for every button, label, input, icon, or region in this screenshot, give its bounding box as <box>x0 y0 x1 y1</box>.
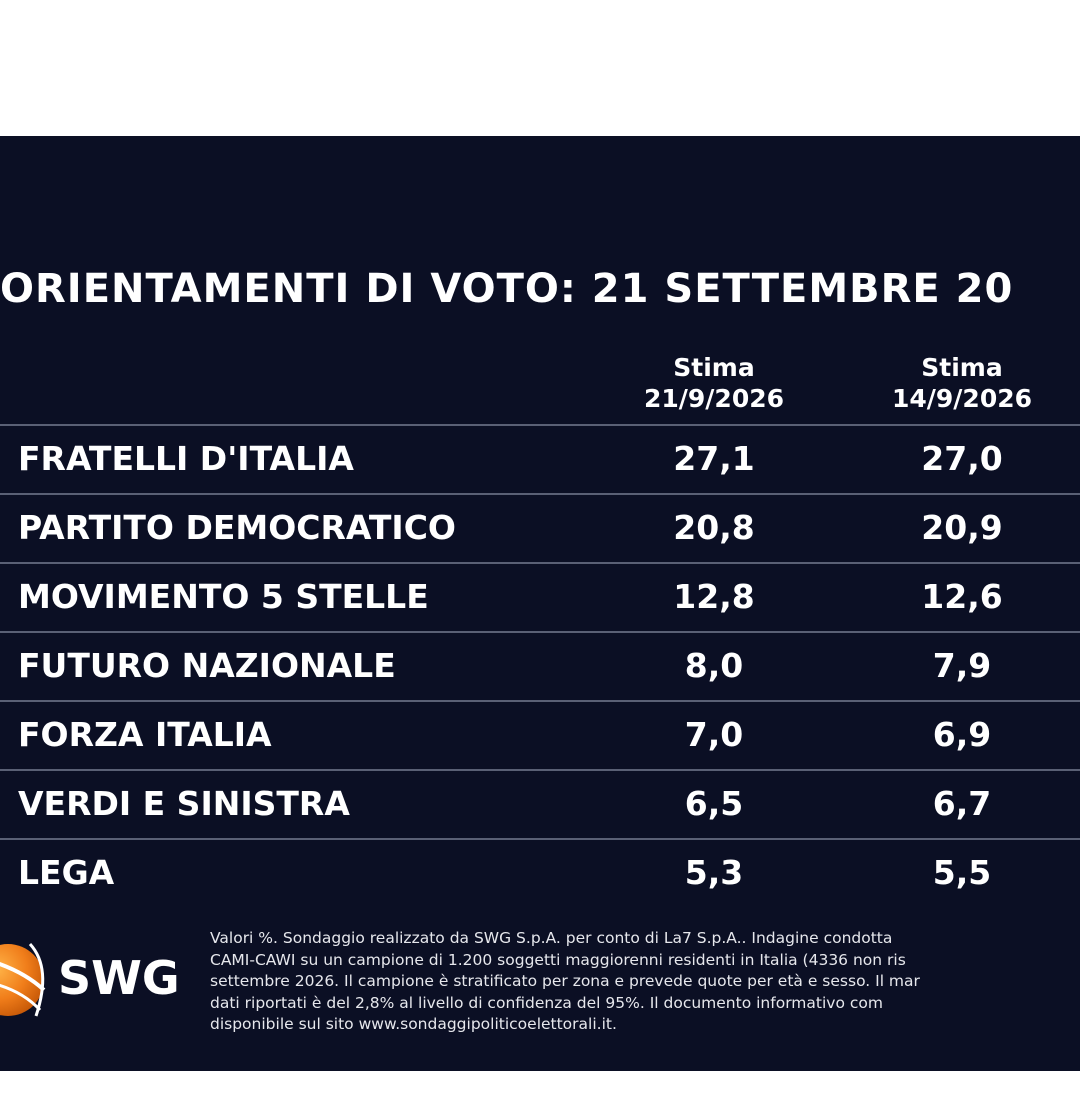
footnote-line: settembre 2026. Il campione è stratifica… <box>210 972 920 990</box>
footnote-line: dati riportati è del 2,8% al livello di … <box>210 993 883 1012</box>
table-row: FUTURO NAZIONALE 8,0 7,9 <box>0 633 1080 699</box>
table-row: PARTITO DEMOCRATICO 20,8 20,9 <box>0 495 1080 561</box>
value-previous: 27,0 <box>921 439 1003 478</box>
value-previous: 7,9 <box>932 646 992 685</box>
value-current: 8,0 <box>684 646 744 685</box>
party-name: PARTITO DEMOCRATICO <box>18 508 456 547</box>
table-row: FORZA ITALIA 7,0 6,9 <box>0 702 1080 768</box>
party-name: FUTURO NAZIONALE <box>18 646 396 685</box>
party-name: FRATELLI D'ITALIA <box>18 439 354 478</box>
table-rule <box>0 838 1080 840</box>
table-rule <box>0 424 1080 426</box>
value-current: 6,5 <box>684 784 744 823</box>
footnote-line: Valori %. Sondaggio realizzato da SWG S.… <box>210 929 893 947</box>
chart-title: ORIENTAMENTI DI VOTO: 21 SETTEMBRE 20 <box>0 266 1014 312</box>
footnote: Valori %. Sondaggio realizzato da SWG S.… <box>210 928 1080 1036</box>
value-current: 7,0 <box>684 715 744 754</box>
party-name: FORZA ITALIA <box>18 715 272 754</box>
value-current: 20,8 <box>673 508 755 547</box>
value-previous: 5,5 <box>932 853 992 892</box>
footnote-line: CAMI-CAWI su un campione di 1.200 sogget… <box>210 950 906 969</box>
table-rule <box>0 631 1080 633</box>
table-rule <box>0 769 1080 771</box>
column-header-previous: Stima 14/9/2026 <box>862 352 1062 414</box>
value-previous: 6,9 <box>932 715 992 754</box>
value-previous: 20,9 <box>921 508 1003 547</box>
value-current: 12,8 <box>673 577 755 616</box>
column-header-current-label: Stima <box>673 353 755 382</box>
column-header-previous-date: 14/9/2026 <box>891 384 1033 413</box>
column-header-current-date: 21/9/2026 <box>643 384 785 413</box>
value-previous: 12,6 <box>921 577 1003 616</box>
table-rule <box>0 700 1080 702</box>
party-name: VERDI E SINISTRA <box>18 784 350 823</box>
swg-logo-text: SWG <box>58 951 180 1005</box>
column-header-previous-label: Stima <box>921 353 1003 382</box>
party-name: LEGA <box>18 853 115 892</box>
value-current: 5,3 <box>684 853 744 892</box>
value-previous: 6,7 <box>932 784 992 823</box>
value-current: 27,1 <box>673 439 755 478</box>
table-rule <box>0 493 1080 495</box>
swg-globe-icon <box>0 942 46 1017</box>
poll-panel <box>0 136 1080 1071</box>
table-row: VERDI E SINISTRA 6,5 6,7 <box>0 771 1080 837</box>
column-header-current: Stima 21/9/2026 <box>614 352 814 414</box>
footnote-line: disponibile sul sito www.sondaggipolitic… <box>210 1015 617 1033</box>
table-rule <box>0 562 1080 564</box>
table-row: LEGA 5,3 5,5 <box>0 840 1080 906</box>
table-row: MOVIMENTO 5 STELLE 12,8 12,6 <box>0 564 1080 630</box>
party-name: MOVIMENTO 5 STELLE <box>18 577 429 616</box>
table-row: FRATELLI D'ITALIA 27,1 27,0 <box>0 426 1080 492</box>
